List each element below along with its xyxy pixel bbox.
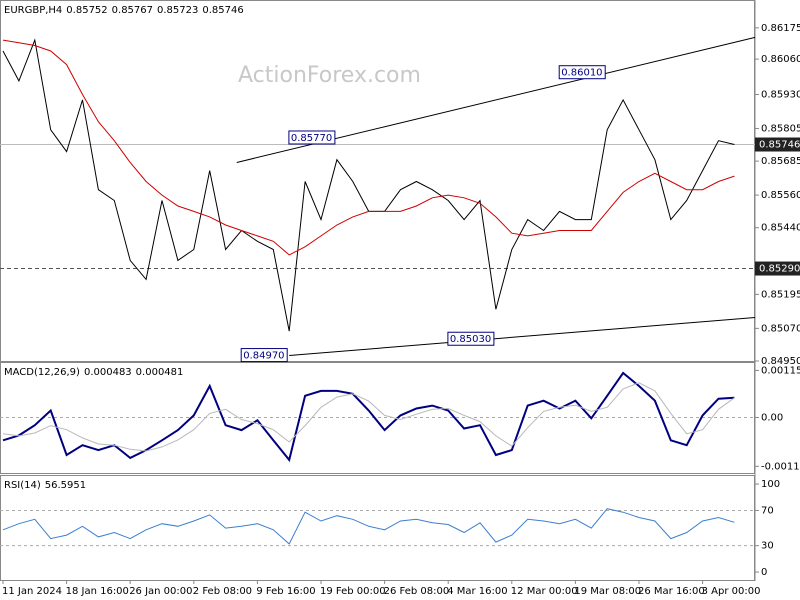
annotation-box — [447, 331, 495, 346]
pane-title: MACD(12,26,9) — [4, 367, 80, 378]
price-label-box — [755, 137, 800, 152]
x-tick-label: 18 Jan 16:00 — [66, 586, 129, 597]
y-tick-label: 0 — [761, 567, 767, 578]
y-tick-label: 0.85560 — [761, 190, 800, 201]
annotation-label: 0.84970 — [243, 351, 284, 362]
ohlc-value: 0.85723 — [157, 5, 198, 16]
pane-frame — [0, 0, 755, 362]
annotation-label: 0.85030 — [450, 334, 491, 345]
ohlc-value: 0.85746 — [202, 5, 243, 16]
y-tick-label: 30 — [761, 541, 774, 552]
y-tick-label: -0.001196 — [761, 461, 800, 472]
series-line — [2, 382, 735, 452]
pane-header: MACD(12,26,9) 0.000483 0.000481 — [4, 367, 183, 378]
x-tick-label: 26 Feb 08:00 — [384, 586, 450, 597]
y-tick-label: 70 — [761, 505, 774, 516]
y-tick-label: 0.00 — [761, 412, 783, 423]
annotation-label: 0.86010 — [561, 68, 602, 79]
series-line — [2, 371, 735, 463]
trendline — [289, 316, 756, 357]
y-tick-label: 0.84950 — [761, 356, 800, 367]
annotation-box — [240, 348, 288, 363]
pane-title: EURGBP,H4 — [4, 5, 62, 16]
x-tick-label: 4 Mar 16:00 — [447, 586, 507, 597]
y-tick-label: 0.85440 — [761, 223, 800, 234]
x-tick-label: 19 Mar 08:00 — [574, 586, 641, 597]
x-tick-label: 9 Feb 16:00 — [256, 586, 315, 597]
annotation-box — [288, 130, 336, 145]
indicator-value: 56.5951 — [45, 480, 86, 491]
y-tick-label: 0.85195 — [761, 289, 800, 300]
y-tick-label: 0.001152 — [761, 365, 800, 376]
x-tick-label: 12 Mar 00:00 — [511, 586, 578, 597]
indicator-value: 0.000481 — [136, 367, 184, 378]
price-label: 0.85746 — [759, 140, 800, 151]
y-tick-label: 0.85930 — [761, 89, 800, 100]
y-tick-label: 0.86060 — [761, 54, 800, 65]
pane-header: EURGBP,H4 0.85752 0.85767 0.85723 0.85746 — [4, 5, 244, 16]
x-tick-label: 26 Mar 16:00 — [638, 586, 705, 597]
pane-frame — [0, 362, 755, 474]
y-tick-label: 100 — [761, 479, 780, 490]
indicator-value: 0.000483 — [84, 367, 132, 378]
x-tick-label: 2 Feb 08:00 — [193, 586, 252, 597]
watermark: ActionForex.com — [238, 63, 421, 88]
series-line — [2, 39, 735, 256]
annotation-label: 0.85770 — [291, 133, 332, 144]
price-label-box — [755, 261, 800, 276]
x-tick-label: 19 Feb 00:00 — [320, 586, 386, 597]
x-tick-label: 11 Jan 2024 — [2, 586, 62, 597]
pane-title: RSI(14) — [4, 480, 41, 491]
pane-header: RSI(14) 56.5951 — [4, 480, 86, 491]
x-tick-label: 3 Apr 00:00 — [702, 586, 761, 597]
x-tick-label: 26 Jan 00:00 — [129, 586, 192, 597]
y-tick-label: 0.85070 — [761, 323, 800, 334]
y-tick-label: 0.85805 — [761, 123, 800, 134]
annotation-box — [558, 65, 606, 80]
y-tick-label: 0.85685 — [761, 156, 800, 167]
series-line — [2, 508, 735, 545]
price-label: 0.85290 — [759, 264, 800, 275]
ohlc-value: 0.85767 — [112, 5, 153, 16]
ohlc-value: 0.85752 — [66, 5, 107, 16]
y-tick-label: 0.86175 — [761, 23, 800, 34]
